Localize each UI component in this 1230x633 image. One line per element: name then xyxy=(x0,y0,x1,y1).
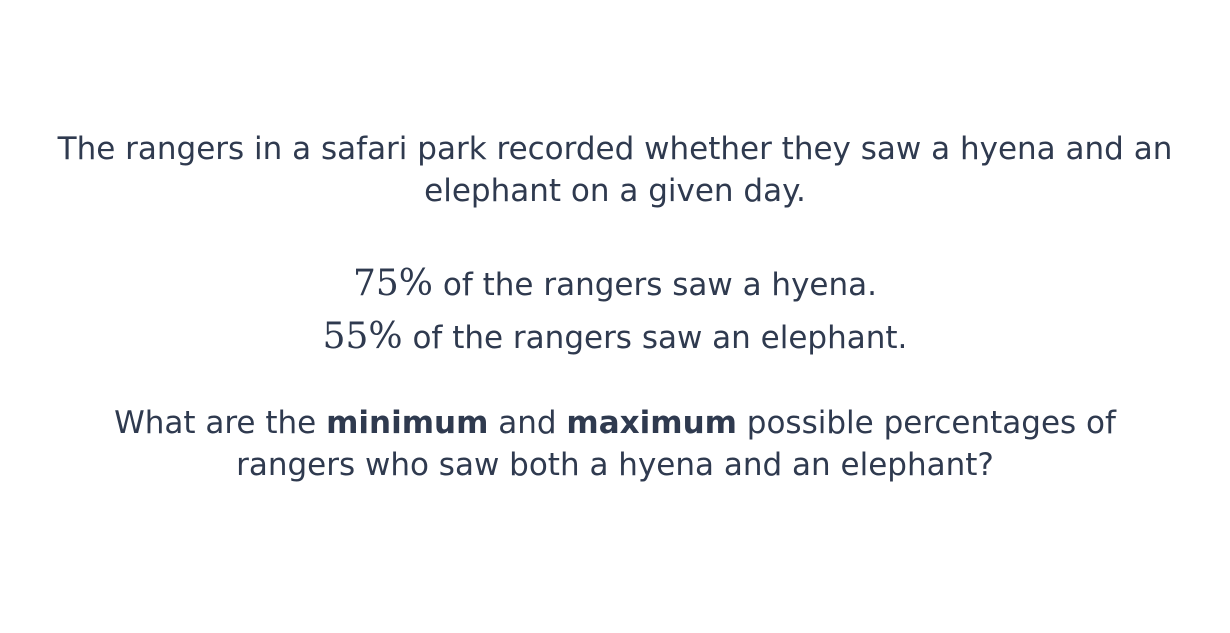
stat-hyena-value: 75% xyxy=(353,263,434,304)
prompt-part-1: What are the xyxy=(114,405,327,441)
intro-line-2: elephant on a given day. xyxy=(424,173,806,209)
stat-elephant-text: of the rangers saw an elephant. xyxy=(402,320,908,356)
intro-line-1: The rangers in a safari park recorded wh… xyxy=(57,131,1173,167)
prompt-text: What are the minimum and maximum possibl… xyxy=(0,402,1230,486)
question-content: The rangers in a safari park recorded wh… xyxy=(0,128,1230,486)
prompt-minimum: minimum xyxy=(326,405,489,441)
stats-block: 75% of the rangers saw a hyena. 55% of t… xyxy=(0,258,1230,364)
stat-elephant-value: 55% xyxy=(322,316,403,357)
prompt-part-3: possible percentages of xyxy=(736,405,1116,441)
stat-hyena-text: of the rangers saw a hyena. xyxy=(433,267,877,303)
stat-hyena: 75% of the rangers saw a hyena. xyxy=(0,258,1230,311)
prompt-part-2: and xyxy=(488,405,567,441)
prompt-maximum: maximum xyxy=(566,405,737,441)
stat-elephant: 55% of the rangers saw an elephant. xyxy=(0,311,1230,364)
intro-text: The rangers in a safari park recorded wh… xyxy=(0,128,1230,212)
prompt-line-2: rangers who saw both a hyena and an elep… xyxy=(236,447,994,483)
